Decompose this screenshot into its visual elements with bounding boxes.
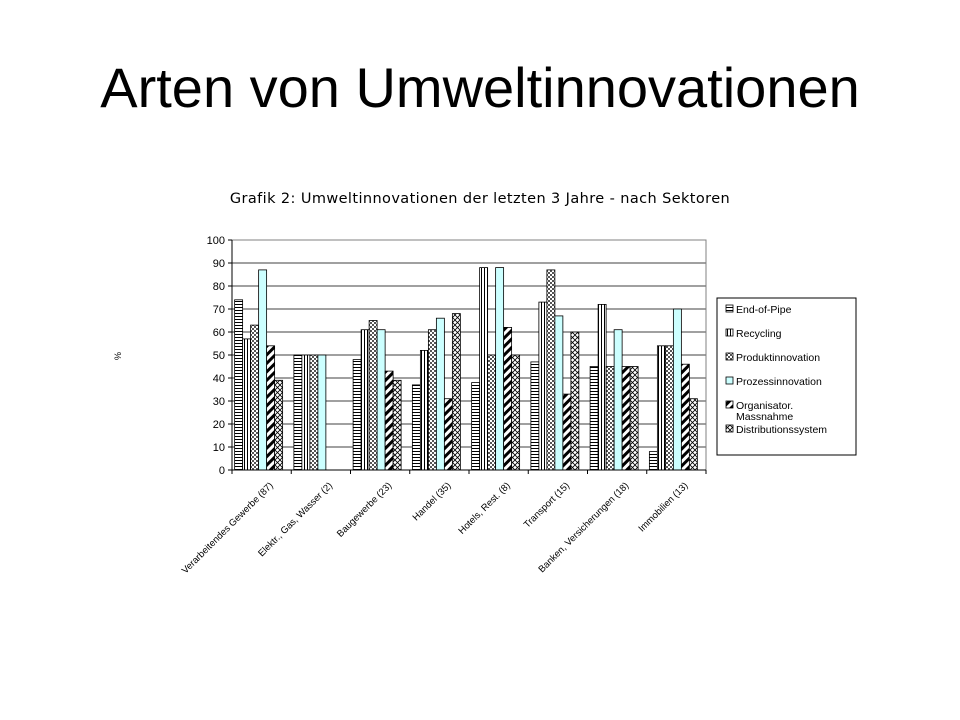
bar [530, 361, 540, 471]
x-tick-labels: Verarbeitendes Gewerbe (87)Elektr., Gas,… [180, 480, 691, 576]
y-tick-label: 20 [213, 419, 225, 431]
slide-title: Arten von Umweltinnovationen [100, 56, 860, 119]
bar [419, 349, 429, 471]
legend-swatch [725, 400, 734, 409]
bar [352, 359, 362, 471]
bar [688, 398, 698, 471]
y-tick-label: 40 [213, 373, 225, 385]
chart-title: Grafik 2: Umweltinnovationen der letzten… [230, 191, 730, 207]
bar [554, 315, 564, 471]
legend-swatch [725, 328, 734, 337]
x-tick-label: Verarbeitendes Gewerbe (87) [180, 480, 276, 576]
legend-entry: End-of-Pipe [736, 304, 792, 316]
y-tick-label: 10 [213, 442, 225, 454]
bar [621, 366, 631, 471]
bar [368, 320, 378, 471]
bar [242, 338, 252, 471]
y-tick-label: 60 [213, 327, 225, 339]
bar [384, 370, 394, 471]
bar [680, 363, 690, 471]
legend-entry: Distributionssystem [736, 424, 827, 436]
bar [479, 267, 489, 471]
bar [392, 379, 402, 471]
bar [546, 269, 556, 471]
bar [648, 451, 658, 471]
legend-swatch [725, 304, 734, 313]
legend-entry: Prozessinnovation [736, 376, 822, 388]
bar [511, 354, 521, 471]
bar [258, 269, 268, 471]
legend-entry: Recycling [736, 328, 782, 340]
bar [495, 267, 505, 471]
bar [664, 345, 674, 471]
y-tick-label: 30 [213, 396, 225, 408]
y-tick-label: 80 [213, 281, 225, 293]
bar [471, 382, 481, 471]
bar [435, 317, 445, 471]
legend-entry: Organisator. Massnahme [736, 400, 793, 423]
bar [293, 354, 303, 471]
bar [266, 345, 276, 471]
x-tick-label: Handel (35) [411, 480, 454, 523]
bar [538, 301, 548, 471]
bars [234, 267, 698, 471]
bar [656, 345, 666, 471]
legend-entry: Produktinnovation [736, 352, 820, 364]
bar [613, 329, 623, 471]
y-tick-label: 70 [213, 304, 225, 316]
bar [309, 354, 319, 471]
bar [562, 393, 572, 471]
bar [411, 384, 421, 471]
legend-swatch [725, 424, 734, 433]
legend-swatch [725, 376, 734, 385]
y-tick-label: 50 [213, 350, 225, 362]
x-tick-label: Transport (15) [522, 480, 572, 530]
bar [274, 379, 284, 471]
bar [605, 366, 615, 471]
bar [234, 299, 244, 471]
bar [427, 329, 437, 471]
x-tick-label: Baugewerbe (23) [335, 480, 394, 539]
y-tick-labels: 0 10 20 30 40 50 60 70 80 90 100 [207, 235, 225, 477]
bar [503, 326, 513, 471]
y-tick-label: 0 [219, 465, 225, 477]
bar [376, 329, 386, 471]
bar [360, 329, 370, 471]
legend: End-of-Pipe Recycling Produktinnovation Pro… [716, 297, 857, 456]
bar [301, 354, 311, 471]
y-tick-label: 90 [213, 258, 225, 270]
bar [451, 313, 461, 471]
bar [570, 331, 580, 471]
axes [228, 239, 707, 474]
bar [443, 398, 453, 471]
legend-swatch [725, 352, 734, 361]
bar [250, 324, 260, 471]
x-tick-label: Immobilien (13) [636, 480, 690, 534]
bar [589, 366, 599, 471]
y-axis-label: % [113, 352, 123, 360]
bar [317, 354, 327, 471]
y-tick-label: 100 [207, 235, 225, 247]
x-tick-label: Hotels, Rest. (8) [456, 480, 512, 536]
bar [487, 354, 497, 471]
bar [629, 366, 639, 471]
legend-box [716, 297, 857, 456]
bar [597, 303, 607, 471]
bar [672, 308, 682, 471]
